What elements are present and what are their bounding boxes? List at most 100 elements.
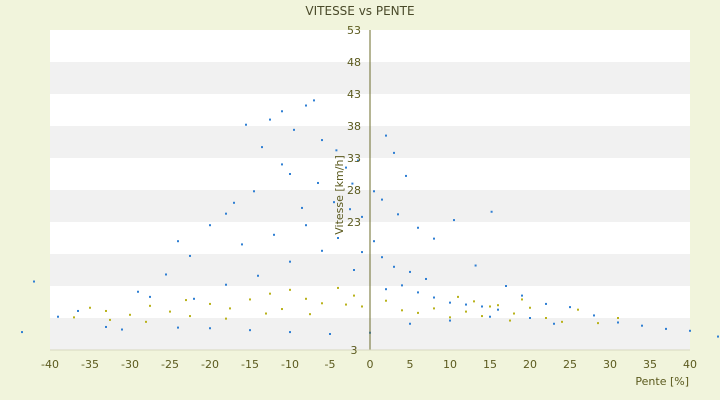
scatter-point [473,300,475,303]
scatter-point [305,297,307,300]
scatter-point [385,299,387,302]
scatter-point [209,302,211,305]
x-tick-label: 5 [407,358,414,371]
scatter-point [249,329,251,332]
scatter-point [490,210,493,213]
scatter-point [417,226,419,229]
scatter-point [417,291,419,294]
scatter-point [489,315,491,318]
scatter-point [317,181,319,184]
scatter-point [21,331,23,334]
x-tick-label: 25 [563,358,577,371]
scatter-point [381,256,383,259]
scatter-point [497,304,499,307]
scatter-point [329,333,331,335]
scatter-point [361,251,363,254]
scatter-point [321,249,323,252]
scatter-point [345,166,347,169]
scatter-point [361,215,363,218]
x-tick-label: -25 [161,358,179,371]
scatter-point [351,182,354,185]
scatter-point [189,315,191,318]
scatter-point [717,335,719,338]
scatter-point [353,294,355,297]
scatter-point [641,324,643,327]
scatter-point [373,240,375,243]
y-tick-labels: 3 23 28 33 38 43 48 53 [347,24,361,357]
scatter-point [225,212,227,215]
scatter-point [321,139,323,142]
scatter-point [33,280,35,283]
x-tick-label: 40 [683,358,697,371]
scatter-point [497,308,499,311]
chart-title: VITESSE vs PENTE [305,4,414,18]
scatter-point [305,104,307,107]
scatter-point [335,149,338,152]
x-tick-label: -10 [281,358,299,371]
scatter-point [249,298,251,301]
scatter-point [57,315,59,318]
scatter-point [553,322,555,325]
x-tick-label: -35 [81,358,99,371]
x-tick-label: 30 [603,358,617,371]
scatter-point [481,315,483,318]
x-tick-label: -30 [121,358,139,371]
x-tick-label: -40 [41,358,59,371]
scatter-point [289,288,291,291]
scatter-point [309,313,311,316]
scatter-point [333,201,335,204]
scatter-point [289,260,291,263]
scatter-point [513,312,515,315]
scatter-point [425,277,427,280]
y-tick-label: 23 [347,216,361,229]
scatter-point [417,311,419,314]
x-tick-label: -15 [241,358,259,371]
scatter-point [245,123,247,126]
scatter-point [545,302,547,305]
x-axis-label: Pente [%] [635,375,689,388]
scatter-point [149,304,151,307]
scatter-point [617,317,619,319]
scatter-point [385,134,387,137]
scatter-point [409,322,411,325]
scatter-point [225,317,227,320]
y-tick-label: 33 [347,152,361,165]
scatter-point [474,264,477,267]
scatter-point [337,237,339,239]
scatter-point [393,265,395,268]
scatter-point [433,237,435,240]
y-tick-label: 38 [347,120,361,133]
scatter-point [529,306,531,309]
scatter-point [465,310,467,313]
scatter-point [289,173,291,175]
scatter-point [509,319,511,322]
scatter-point [321,302,323,305]
scatter-point [185,299,187,302]
x-tick-label: 35 [643,358,657,371]
x-tick-labels: -40 -35 -30 -25 -20 -15 -10 -5 0 5 10 15 20 25 30 35 40 [41,358,697,371]
scatter-point [269,118,271,121]
y-tick-label: 48 [347,56,361,69]
data-series [21,99,719,338]
y-tick-label: 53 [347,24,361,37]
scatter-point [225,283,227,286]
scatter-point [617,321,619,324]
x-tick-label: -5 [325,358,336,371]
scatter-point [137,290,139,293]
scatter-point [529,317,531,319]
scatter-point [89,306,91,309]
scatter-point [569,306,571,309]
scatter-point [273,233,275,236]
scatter-point [361,305,363,308]
scatter-point [401,284,403,287]
scatter-point [665,327,667,330]
x-tick-label: 20 [523,358,537,371]
scatter-point [357,159,359,162]
scatter-point [177,240,179,243]
scatter-point [73,316,75,319]
scatter-point [397,213,399,216]
scatter-point [449,319,451,322]
scatter-point [345,303,347,306]
scatter-point [381,198,383,201]
